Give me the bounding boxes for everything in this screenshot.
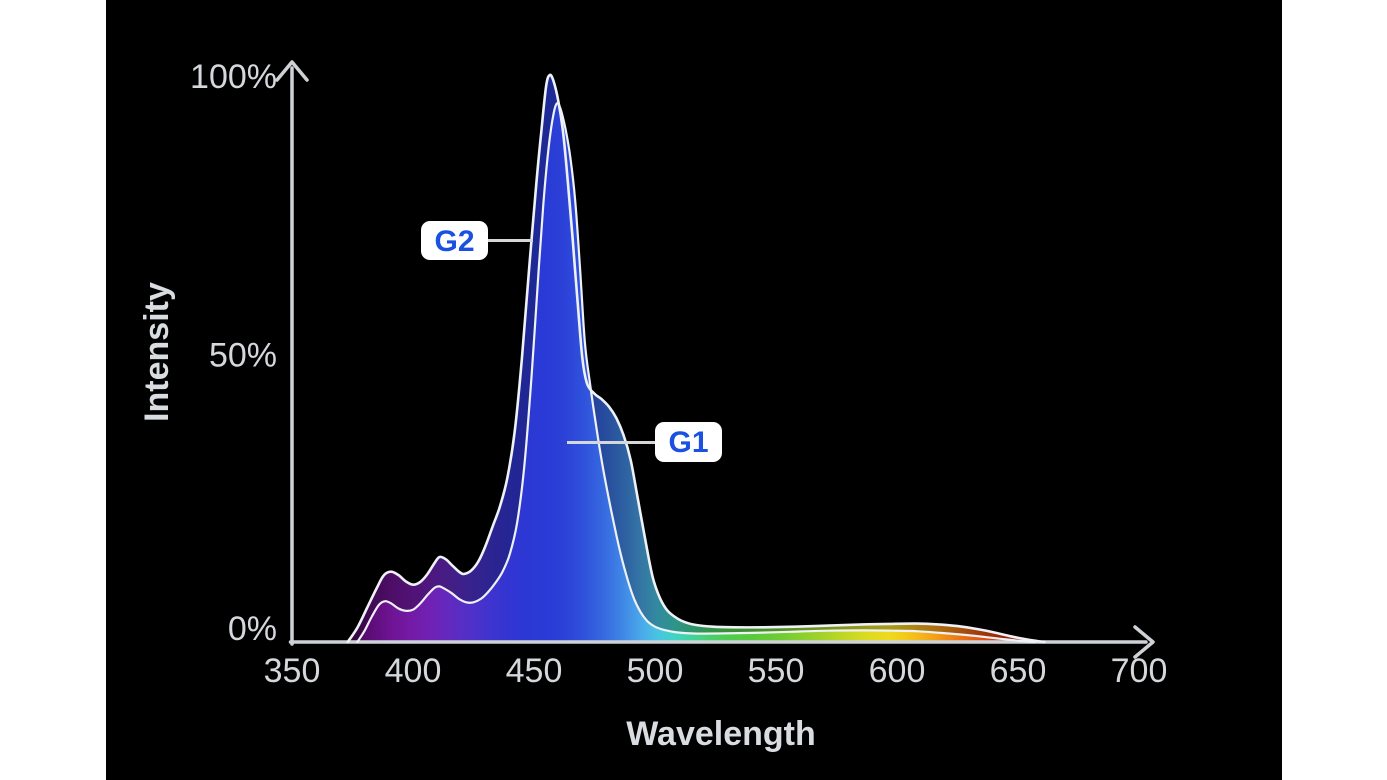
x-tick-label: 450 bbox=[506, 652, 563, 690]
curve-outlines bbox=[346, 73, 1046, 644]
y-axis-title: Intensity bbox=[138, 282, 176, 422]
x-tick-label: 350 bbox=[264, 652, 321, 690]
x-tick-labels: 350 400 450 500 550 600 650 700 bbox=[264, 652, 1168, 690]
y-axis-arrowhead-icon bbox=[275, 60, 309, 82]
callout-g2: G2 bbox=[421, 221, 533, 260]
x-tick-label: 550 bbox=[748, 652, 805, 690]
y-tick-labels: 0% 50% 100% bbox=[190, 58, 277, 648]
y-tick-label: 100% bbox=[190, 58, 277, 96]
x-tick-label: 600 bbox=[869, 652, 926, 690]
g2-label-box bbox=[421, 221, 488, 260]
g2-label: G2 bbox=[434, 225, 474, 258]
x-tick-label: 400 bbox=[385, 652, 442, 690]
y-tick-label: 0% bbox=[228, 610, 277, 648]
y-tick-label: 50% bbox=[209, 337, 277, 375]
g1-label: G1 bbox=[668, 426, 708, 459]
chart-panel: 350 400 450 500 550 600 650 700 0% 50% 100% Wavel… bbox=[106, 0, 1282, 780]
x-axis-title: Wavelength bbox=[626, 715, 816, 753]
series-g1-area bbox=[357, 103, 1035, 642]
x-tick-label: 650 bbox=[990, 652, 1047, 690]
callout-g1: G1 bbox=[567, 422, 722, 462]
x-axis-arrowhead-icon bbox=[1133, 625, 1155, 659]
curve-fills bbox=[347, 74, 1045, 642]
x-tick-label: 700 bbox=[1111, 652, 1168, 690]
g1-label-box bbox=[655, 422, 722, 462]
series-g2-area bbox=[347, 74, 1045, 642]
series-g1-outline bbox=[356, 102, 1036, 644]
series-g2-outline bbox=[346, 73, 1046, 644]
axes bbox=[275, 60, 1155, 659]
x-tick-label: 500 bbox=[627, 652, 684, 690]
spectrum-chart: 350 400 450 500 550 600 650 700 0% 50% 100% Wavel… bbox=[138, 58, 1168, 753]
